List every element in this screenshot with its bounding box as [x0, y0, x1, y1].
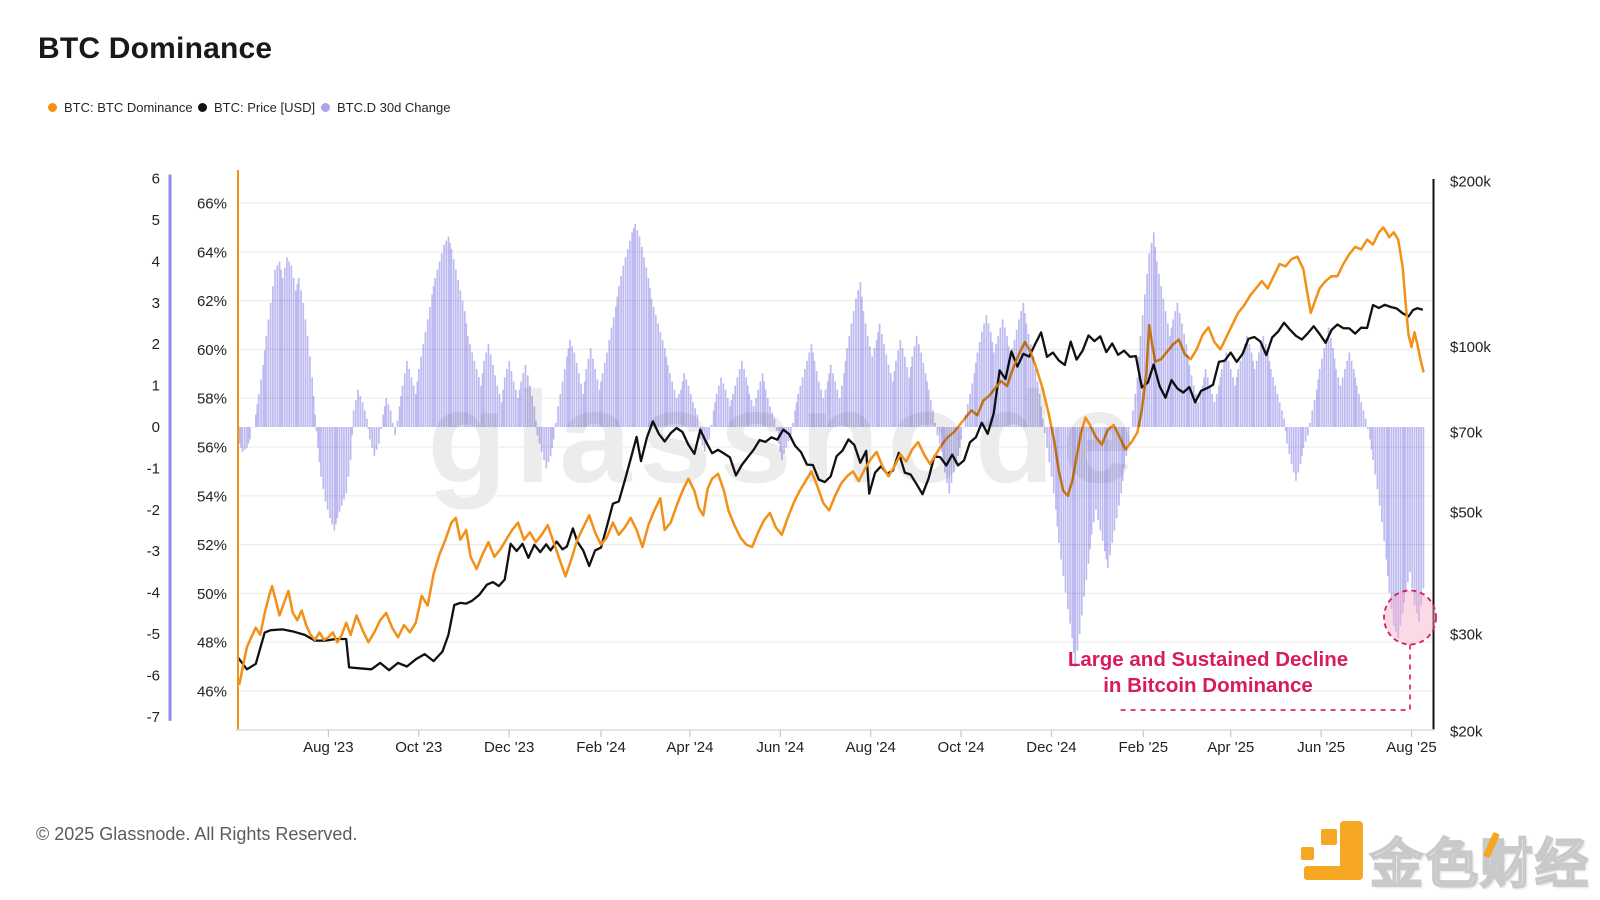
x-tick-label: Aug '25 — [1386, 739, 1436, 756]
price-tick-label: $30k — [1450, 627, 1483, 644]
x-tick-label: Jun '24 — [756, 739, 804, 756]
change-tick-label: 3 — [152, 295, 160, 312]
x-tick-label: Dec '24 — [1026, 739, 1076, 756]
annotation-line1: Large and Sustained Decline — [1068, 648, 1348, 671]
change-tick-label: -1 — [147, 460, 160, 477]
dominance-tick-label: 58% — [197, 391, 227, 408]
dominance-tick-label: 50% — [197, 586, 227, 603]
change-tick-label: 4 — [152, 253, 160, 270]
change-tick-label: 6 — [152, 171, 160, 188]
x-tick-label: Apr '24 — [666, 739, 713, 756]
annotation-line2: in Bitcoin Dominance — [1103, 674, 1313, 697]
page-title: BTC Dominance — [38, 32, 273, 65]
legend-label: BTC.D 30d Change — [337, 100, 451, 115]
legend-dot-icon — [48, 103, 57, 112]
legend-label: BTC: Price [USD] — [214, 100, 316, 115]
change-axis-line — [168, 174, 172, 721]
dominance-tick-label: 66% — [197, 196, 227, 213]
footer-copyright: © 2025 Glassnode. All Rights Reserved. — [36, 824, 358, 844]
jinse-finance-logo: 金色财经 — [1300, 818, 1600, 895]
dominance-tick-label: 60% — [197, 342, 227, 359]
x-tick-label: Oct '24 — [938, 739, 985, 756]
dominance-tick-label: 48% — [197, 635, 227, 652]
change-tick-label: -2 — [147, 502, 160, 519]
change-tick-label: -3 — [147, 543, 160, 560]
price-tick-label: $50k — [1450, 505, 1483, 522]
legend: BTC: BTC Dominance BTC: Price [USD] BTC.… — [0, 100, 1600, 118]
change-tick-label: 5 — [152, 212, 160, 229]
dominance-tick-label: 62% — [197, 293, 227, 310]
dominance-tick-label: 52% — [197, 537, 227, 554]
change-tick-label: -5 — [147, 626, 160, 643]
price-axis-line — [1432, 179, 1435, 730]
price-tick-label: $20k — [1450, 724, 1483, 741]
x-tick-label: Aug '23 — [303, 739, 353, 756]
dominance-tick-label: 56% — [197, 440, 227, 457]
highlight-callout-dash — [1118, 644, 1412, 711]
price-tick-label: $70k — [1450, 424, 1483, 441]
dominance-tick-label: 64% — [197, 244, 227, 261]
change-tick-label: -6 — [147, 667, 160, 684]
change-tick-label: -7 — [147, 709, 160, 726]
change-tick-label: 1 — [152, 378, 160, 395]
change-bars — [238, 224, 1425, 668]
jinse-logo-mark-icon — [1300, 820, 1366, 882]
highlight-circle — [1383, 589, 1437, 646]
legend-dot-icon — [321, 103, 330, 112]
change-tick-label: 0 — [152, 419, 160, 436]
price-tick-label: $100k — [1450, 339, 1491, 356]
legend-dot-icon — [198, 103, 207, 112]
dominance-tick-label: 46% — [197, 684, 227, 701]
price-tick-label: $200k — [1450, 174, 1491, 191]
dominance-tick-label: 54% — [197, 488, 227, 505]
x-tick-label: Dec '23 — [484, 739, 534, 756]
x-tick-label: Feb '24 — [576, 739, 626, 756]
change-tick-label: -4 — [147, 585, 160, 602]
legend-item-btcd-30d-change[interactable]: BTC.D 30d Change — [321, 100, 450, 115]
x-tick-label: Oct '23 — [395, 739, 442, 756]
series-line — [236, 303, 1424, 672]
series-line — [238, 226, 1425, 685]
legend-label: BTC: BTC Dominance — [64, 100, 193, 115]
x-tick-label: Aug '24 — [845, 739, 895, 756]
change-tick-label: 2 — [152, 336, 160, 353]
dominance-axis-line — [237, 170, 239, 730]
x-tick-label: Apr '25 — [1207, 739, 1254, 756]
legend-item-btc-price[interactable]: BTC: Price [USD] — [198, 100, 315, 115]
legend-item-btc-dominance[interactable]: BTC: BTC Dominance — [48, 100, 193, 115]
x-tick-label: Feb '25 — [1119, 739, 1169, 756]
jinse-logo-text: 金色财经 — [1369, 834, 1590, 895]
x-tick-label: Jun '25 — [1297, 739, 1345, 756]
